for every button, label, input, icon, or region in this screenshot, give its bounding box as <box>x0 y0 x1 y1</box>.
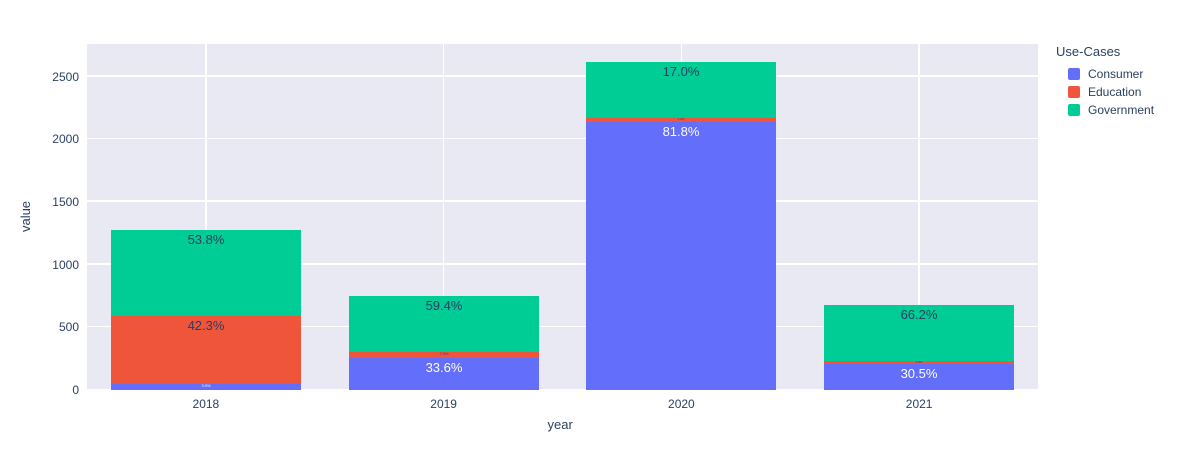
legend-item-government[interactable]: Government <box>1068 103 1154 117</box>
x-tick-label: 2018 <box>192 397 220 411</box>
bar-segment-2019-education[interactable]: 7.0% <box>349 351 539 359</box>
gridline-vertical <box>918 44 920 390</box>
legend-swatch-government <box>1068 104 1080 116</box>
y-tick-label: 1000 <box>52 257 79 272</box>
x-tick-label: 2019 <box>430 397 457 411</box>
bar-segment-label: 3.9% <box>201 383 211 388</box>
y-tick-label: 2500 <box>52 69 79 84</box>
legend-title: Use-Cases <box>1056 44 1121 59</box>
gridline-horizontal <box>87 388 1038 390</box>
bar-segment-2021-consumer[interactable]: 30.5% <box>824 364 1014 390</box>
gridline-horizontal <box>87 137 1038 140</box>
bar-segment-2019-consumer[interactable]: 33.6% <box>349 358 539 390</box>
bar-segment-label: 17.0% <box>662 64 700 80</box>
bar-segment-2020-education[interactable]: 1.2% <box>586 117 776 122</box>
y-axis-title: value <box>18 200 34 233</box>
bar-segment-2019-government[interactable]: 59.4% <box>349 295 539 352</box>
x-axis-title: year <box>547 417 573 432</box>
bar-segment-label: 81.8% <box>662 123 700 139</box>
bar-segment-2018-consumer[interactable]: 3.9% <box>111 383 301 390</box>
bar-segment-2020-consumer[interactable]: 81.8% <box>586 121 776 390</box>
legend-item-label: Government <box>1088 103 1155 117</box>
gridline-horizontal <box>87 263 1038 265</box>
x-tick-label: 2021 <box>905 397 933 411</box>
legend-swatch-education <box>1068 86 1080 98</box>
gridline-horizontal <box>87 325 1038 328</box>
gridline-horizontal <box>87 75 1038 77</box>
x-tick-label: 2020 <box>668 397 695 411</box>
legend-items: Consumer Education Government <box>1056 67 1154 117</box>
legend-swatch-consumer <box>1068 68 1080 80</box>
gridline-vertical <box>442 44 445 390</box>
legend-item-label: Consumer <box>1088 67 1144 81</box>
bar-segment-label: 30.5% <box>900 366 938 382</box>
bar-segment-2021-government[interactable]: 66.2% <box>824 305 1014 362</box>
bar-segment-2018-education[interactable]: 42.3% <box>111 315 301 384</box>
bar-segment-label: 59.4% <box>425 297 463 313</box>
bar-segment-2018-government[interactable]: 53.8% <box>111 229 301 316</box>
plot-area: 3.9% 42.3% 53.8% 33.6% 7.0% 59.4% 81.8% 1.2% 17.… <box>87 44 1038 390</box>
bar-segment-label: 53.8% <box>187 231 225 247</box>
legend-item-consumer[interactable]: Consumer <box>1068 67 1154 81</box>
y-tick-label: 0 <box>72 383 79 397</box>
y-tick-label: 1500 <box>52 194 79 209</box>
bar-segment-2020-government[interactable]: 17.0% <box>586 62 776 118</box>
legend: Use-Cases Consumer Education Government <box>1056 44 1154 121</box>
bar-segment-2021-education[interactable]: 3.3% <box>824 361 1014 365</box>
gridline-horizontal <box>87 200 1038 202</box>
bar-segment-label: 3.3% <box>915 361 923 365</box>
bar-segment-label: 7.0% <box>439 351 449 356</box>
bar-segment-label: 42.3% <box>187 317 225 333</box>
gridline-vertical <box>205 44 207 390</box>
bar-segment-label: 33.6% <box>425 360 463 376</box>
bar-segment-label: 1.2% <box>677 117 685 121</box>
y-tick-label: 2000 <box>52 132 79 147</box>
legend-item-education[interactable]: Education <box>1068 85 1154 99</box>
bar-segment-label: 66.2% <box>900 307 938 323</box>
y-tick-label: 500 <box>58 320 79 335</box>
legend-item-label: Education <box>1088 85 1142 99</box>
